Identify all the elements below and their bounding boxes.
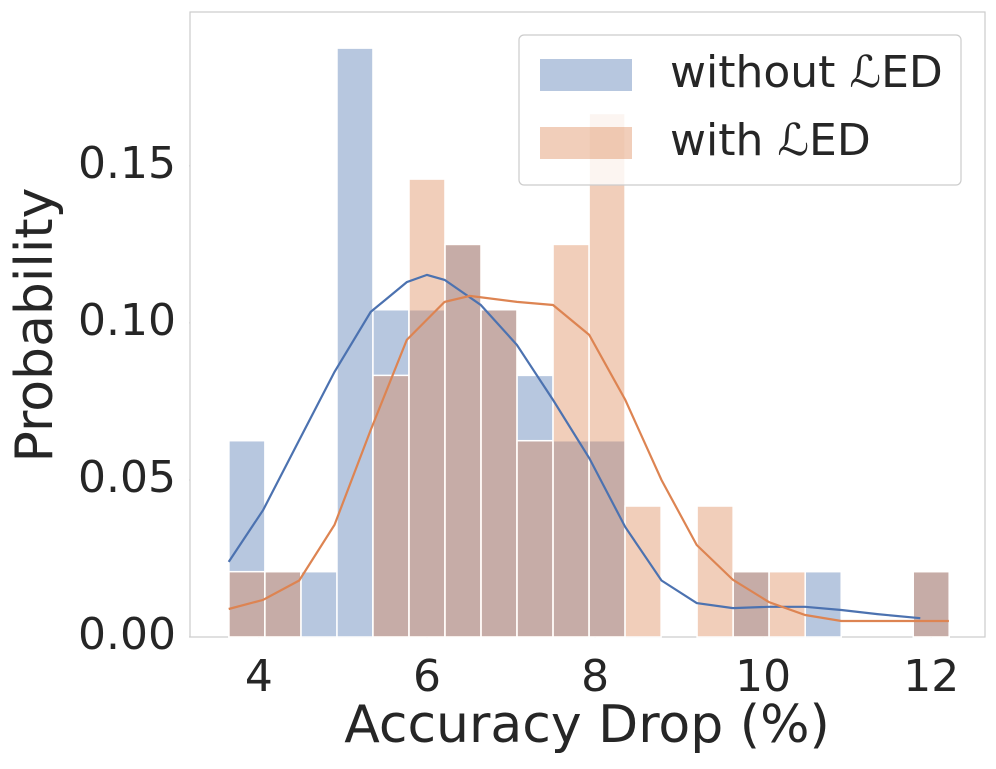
bar: [912, 570, 950, 638]
bar: [372, 308, 410, 638]
bar: [408, 178, 446, 638]
bar: [516, 374, 554, 638]
bar: [516, 439, 554, 638]
bar: [588, 439, 626, 638]
bar: [552, 243, 590, 638]
bar: [696, 505, 734, 638]
bar: [300, 570, 338, 638]
x-axis-label: Accuracy Drop (%): [344, 695, 830, 755]
bar: [372, 374, 410, 638]
bar: [588, 112, 626, 638]
legend-swatch: [540, 127, 632, 159]
bar: [336, 47, 374, 638]
bar: [444, 243, 482, 638]
y-tick-label: 0.10: [78, 295, 176, 346]
bar: [804, 570, 842, 638]
y-tick-label: 0.00: [78, 609, 176, 660]
bar: [480, 308, 518, 638]
x-tick-label: 12: [903, 651, 959, 702]
x-tick-label: 8: [581, 651, 609, 702]
bar: [480, 308, 518, 638]
legend-label: with ℒED: [670, 115, 871, 166]
x-tick-label: 6: [413, 651, 441, 702]
x-tick-label: 4: [245, 651, 273, 702]
y-tick-label: 0.15: [78, 138, 176, 189]
kde-line: [228, 294, 949, 623]
legend-label: without ℒED: [670, 47, 943, 98]
kde-line: [227, 273, 921, 620]
bar: [408, 308, 446, 638]
bar: [732, 570, 770, 638]
bar: [444, 243, 482, 638]
x-tick-label: 10: [735, 651, 791, 702]
legend-box: [518, 34, 962, 186]
y-tick-label: 0.05: [78, 452, 176, 503]
legend-swatch: [540, 59, 632, 91]
y-axis-label: Probability: [5, 188, 65, 463]
